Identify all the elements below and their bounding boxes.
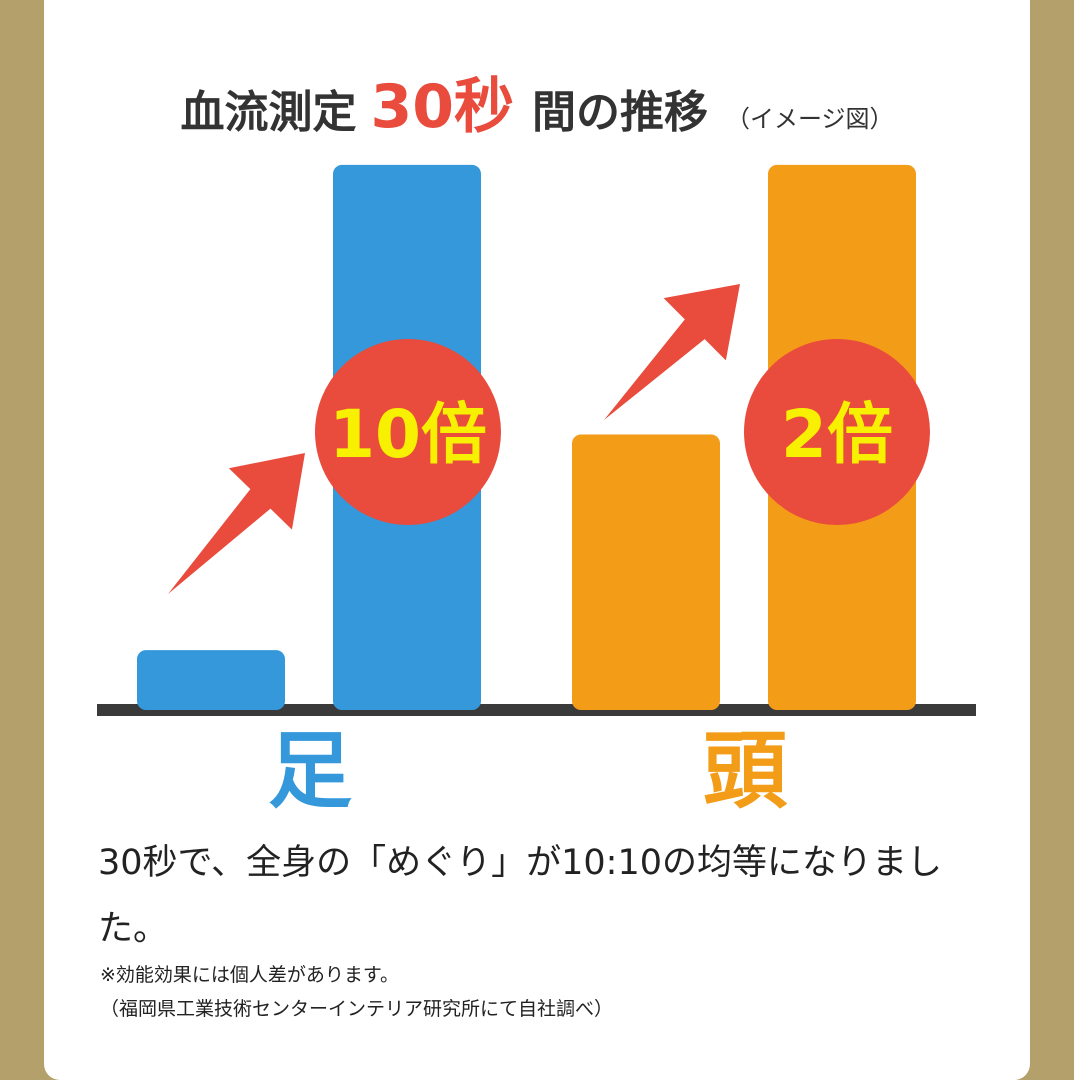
bar-head-before xyxy=(572,434,720,710)
chart-title: 血流測定 30秒 間の推移 （イメージ図） xyxy=(0,58,1074,145)
result-caption: 30秒で、全身の「めぐり」が10:10の均等になりました。 xyxy=(98,843,943,949)
title-part-3: 間の推移 xyxy=(531,87,708,138)
multiplier-label-foot: 10倍 xyxy=(329,396,487,473)
title-highlight: 30秒 xyxy=(370,72,514,142)
title-part-1: 血流測定 xyxy=(180,87,357,138)
multiplier-badge-foot xyxy=(315,339,501,525)
source-note: （福岡県工業技術センターインテリア研究所にて自社調べ） xyxy=(100,998,614,1020)
multiplier-label-head: 2倍 xyxy=(781,396,893,473)
category-label-head: 頭 xyxy=(703,722,788,820)
bar-foot-before xyxy=(137,650,285,710)
category-label-foot: 足 xyxy=(268,722,352,820)
title-note: （イメージ図） xyxy=(725,105,894,133)
x-axis-line xyxy=(97,704,976,716)
footnote: ※効能効果には個人差があります。 （福岡県工業技術センターインテリア研究所にて自… xyxy=(100,958,980,1026)
increase-arrow-head xyxy=(604,284,740,420)
disclaimer-note: ※効能効果には個人差があります。 xyxy=(100,964,400,986)
increase-arrow-foot xyxy=(168,453,305,594)
multiplier-badge-head xyxy=(744,339,930,525)
